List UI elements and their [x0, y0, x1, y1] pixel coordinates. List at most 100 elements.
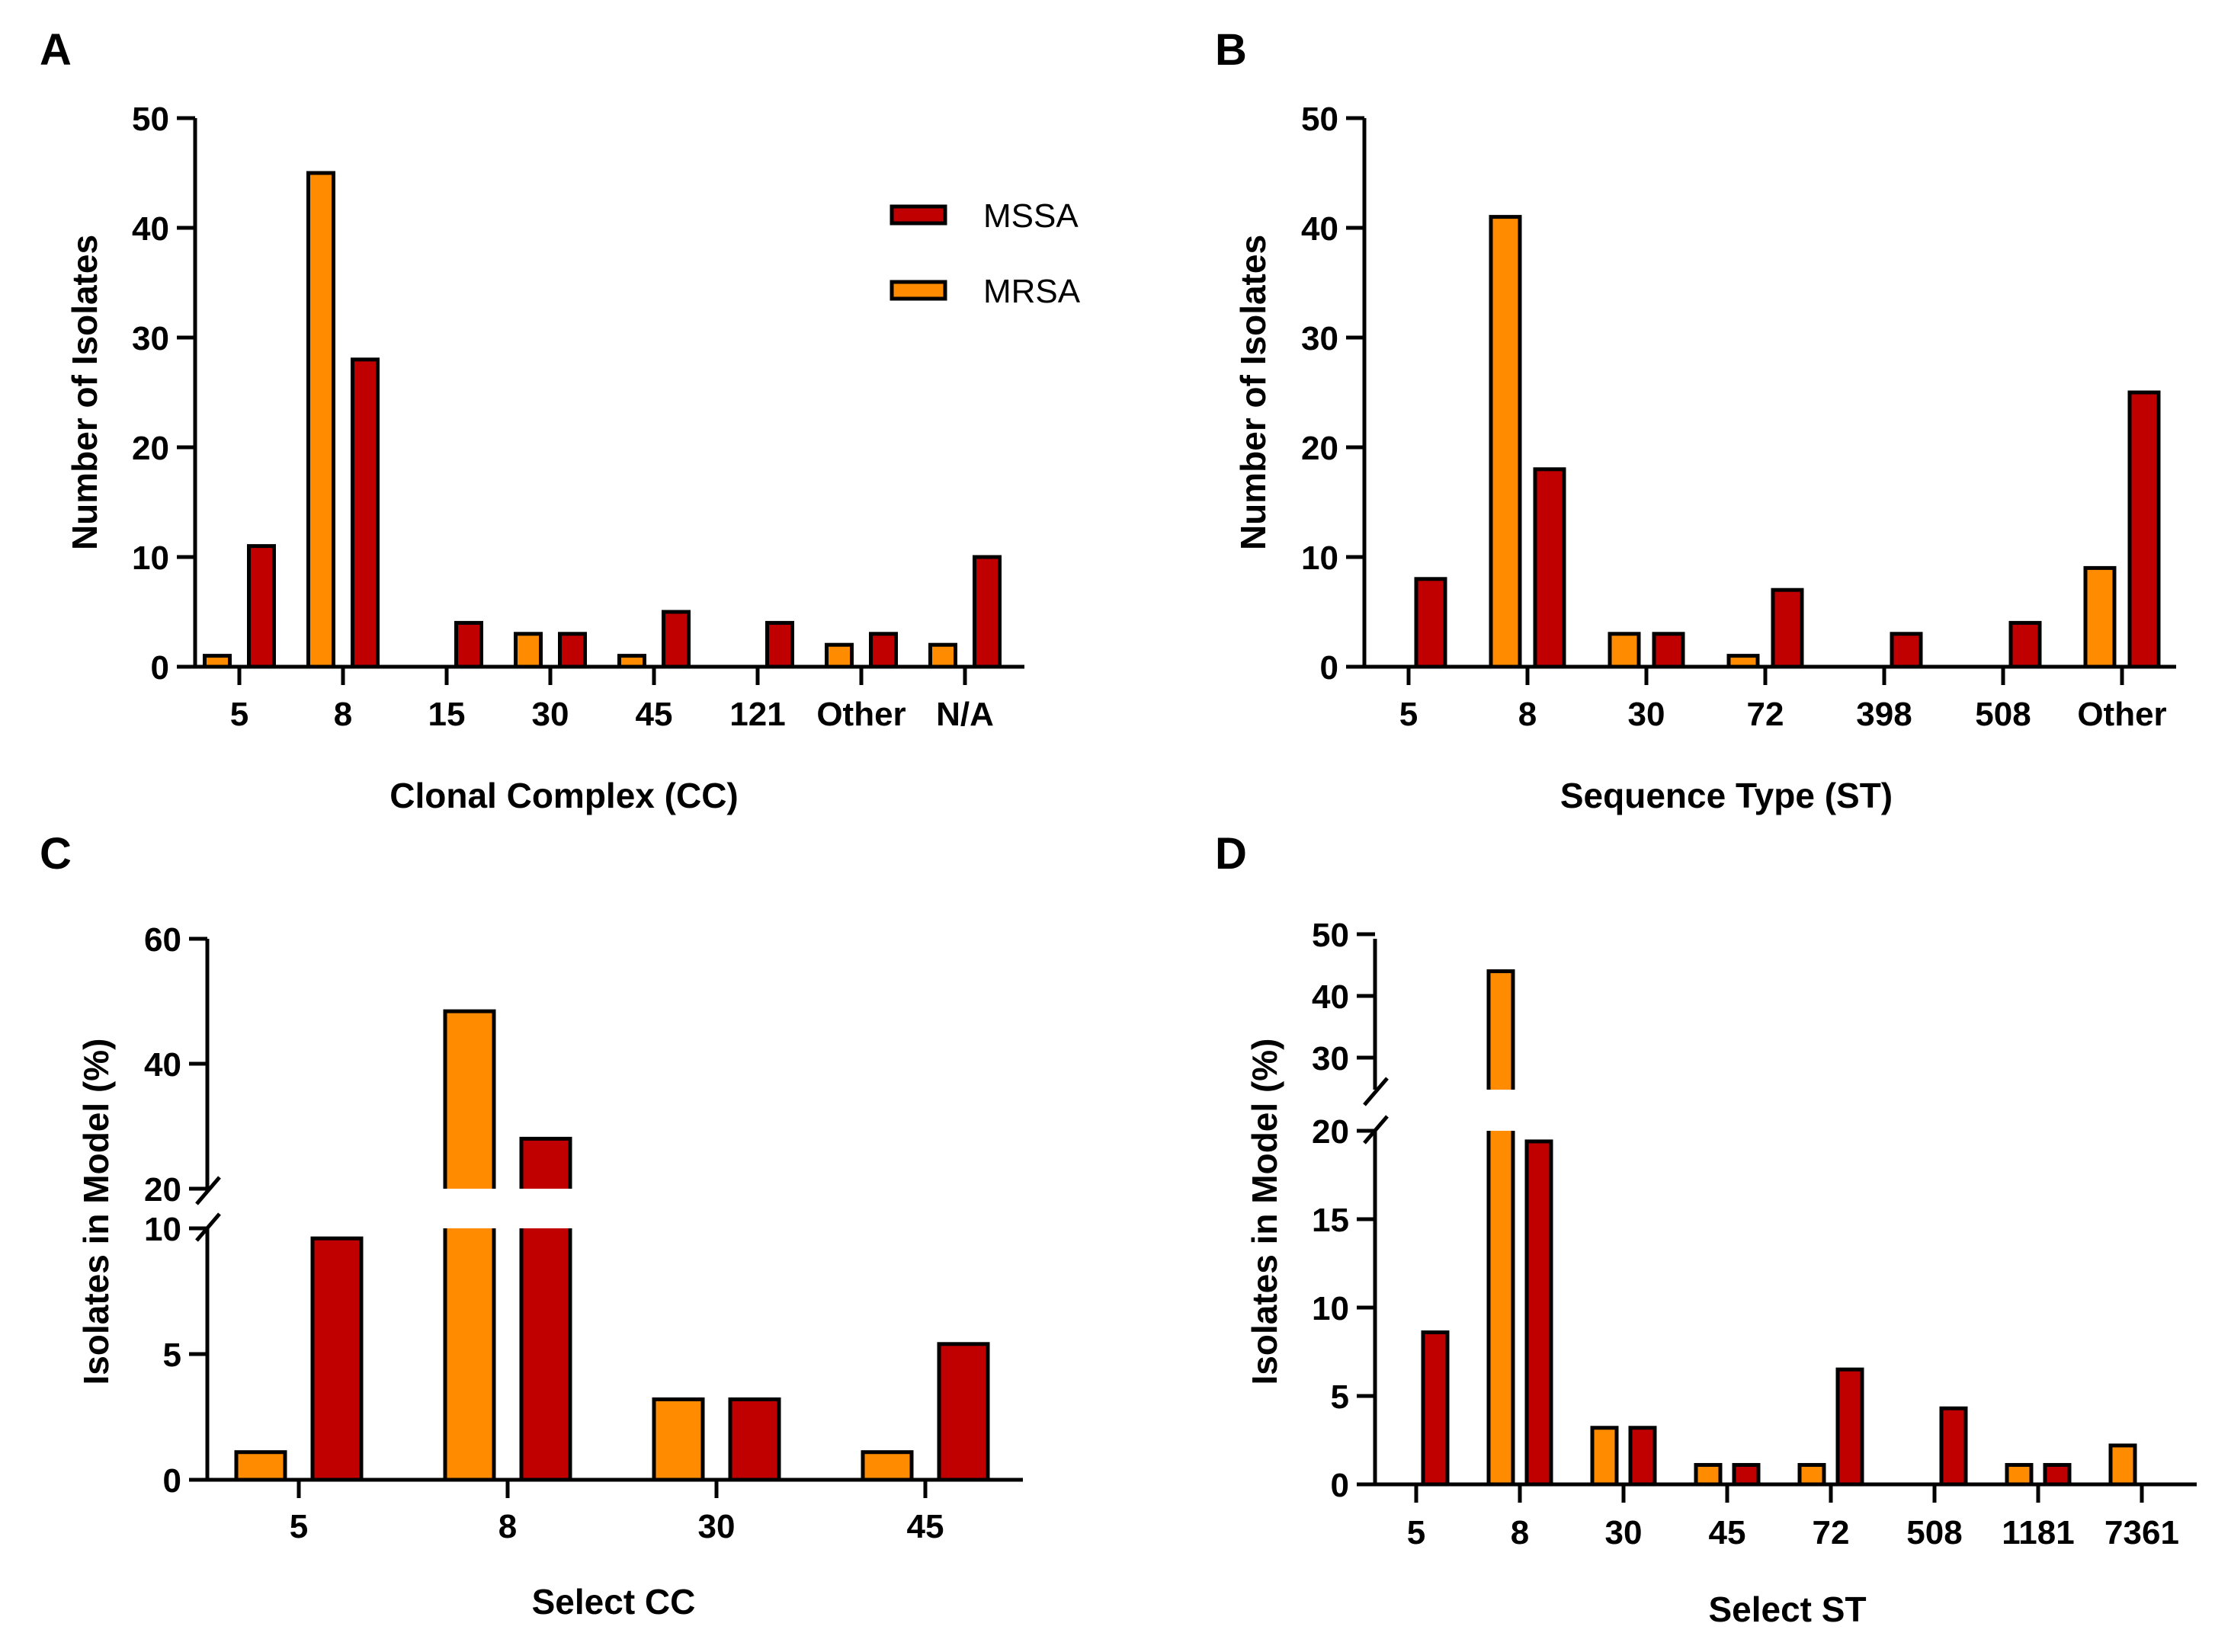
- panel-c-y-tick-label-5: 5: [163, 1337, 181, 1374]
- panel-a-y-tick-label-50: 50: [132, 101, 169, 138]
- panel-a-x-title: Clonal Complex (CC): [389, 776, 738, 815]
- panel-a-y-title: Number of Isolates: [65, 235, 104, 550]
- panel-d-x-tick-label-7361: 7361: [2104, 1514, 2179, 1551]
- panel-a-letter: A: [40, 25, 72, 75]
- panel-b-bar-mssa-other: [2127, 390, 2161, 669]
- panel-d-y-tick-label-20: 20: [1312, 1113, 1349, 1151]
- panel-a-bar-mrsa-8: [306, 171, 335, 669]
- panel-d-bar-mssa-508: [1939, 1406, 1968, 1487]
- panel-d-letter: D: [1215, 829, 1247, 879]
- panel-b-y-tick-label-10: 10: [1301, 539, 1338, 577]
- panel-d-bar-mrsa-1181: [2005, 1462, 2034, 1487]
- panel-d-y-tick-label-40: 40: [1312, 978, 1349, 1016]
- panel-b-letter: B: [1215, 25, 1247, 75]
- panel-a-bar-mssa-121: [765, 620, 794, 669]
- panel-b: B 5 8 30 72 398 508 Other 0 10 20 30 40 50 Number of…: [1215, 25, 2176, 815]
- panel-d-y-tick-label-10: 10: [1312, 1290, 1349, 1327]
- panel-a-x-tick-label-121: 121: [729, 696, 785, 733]
- panel-b-axes: [1362, 118, 2176, 669]
- panel-b-x-tick-label-72: 72: [1747, 696, 1784, 733]
- panel-b-x-tick-label-398: 398: [1856, 696, 1912, 733]
- panel-c-y-tick-label-0: 0: [163, 1462, 181, 1500]
- panel-c-bar-mrsa-45: [861, 1450, 914, 1482]
- panel-d-x-tick-label-508: 508: [1906, 1514, 1962, 1551]
- legend-label-mrsa: MRSA: [983, 273, 1081, 310]
- panel-d: D 5 8 30 45 72 508 1181 7361 0 5 10 15 20 30 40 50 Isol…: [1215, 829, 2203, 1629]
- panel-a-x-tick-label-5: 5: [230, 696, 248, 733]
- legend-swatch-mssa: [890, 204, 947, 226]
- panel-b-bar-mssa-30: [1652, 632, 1685, 669]
- panel-b-y-tick-label-50: 50: [1301, 101, 1338, 138]
- panel-d-bar-mrsa-72: [1797, 1462, 1826, 1487]
- legend-swatch-mrsa: [890, 280, 947, 301]
- panel-a-bar-mssa-15: [454, 620, 483, 669]
- panel-c-x-tick-label-8: 8: [498, 1508, 517, 1545]
- panel-c-break-marks: [195, 1176, 221, 1242]
- panel-c-y-tick-label-20: 20: [144, 1171, 181, 1209]
- panel-d-axes: [1373, 939, 2197, 1487]
- panel-a-y-tick-label-40: 40: [132, 210, 169, 248]
- panel-c-bar-mrsa-5: [234, 1450, 287, 1482]
- panel-a-y-tick-label-0: 0: [151, 649, 169, 687]
- panel-a-x-tick-label-other: Other: [816, 696, 906, 733]
- panel-a-bar-mrsa-30: [514, 632, 543, 669]
- panel-d-bar-mrsa-7361: [2108, 1443, 2137, 1487]
- panel-c-y-title: Isolates in Model (%): [76, 1039, 116, 1385]
- panel-d-x-tick-label-30: 30: [1605, 1514, 1643, 1551]
- panel-b-x-tick-label-5: 5: [1399, 696, 1418, 733]
- panel-c-bar-mssa-45: [937, 1342, 990, 1482]
- panel-d-bar-mssa-72: [1835, 1367, 1864, 1487]
- panel-d-break-gap: [1357, 1090, 2203, 1131]
- panel-a-ticks: 5 8 15 30 45 121 Other N/A 0 10 20 30 40 50: [132, 101, 994, 733]
- panel-a: A 5 8 15 30 45 121 Other N/A 0 10 20 30 40 50 Number …: [40, 25, 1081, 815]
- panel-a-bars: [203, 171, 1002, 669]
- panel-b-bar-mssa-398: [1890, 632, 1923, 669]
- panel-b-bar-mssa-72: [1771, 587, 1804, 669]
- panel-d-bars: [1421, 969, 2137, 1487]
- panel-b-bar-mrsa-other: [2083, 565, 2117, 669]
- panel-a-y-tick-label-10: 10: [132, 539, 169, 577]
- panel-c-y-tick-label-60: 60: [144, 921, 181, 959]
- panel-d-bar-mrsa-30: [1590, 1426, 1619, 1487]
- panel-b-x-tick-label-other: Other: [2077, 696, 2166, 733]
- panel-b-bar-mrsa-30: [1608, 632, 1641, 669]
- panel-b-bar-mssa-508: [2008, 620, 2042, 669]
- panel-d-y-tick-label-0: 0: [1331, 1467, 1349, 1504]
- panel-a-x-tick-label-8: 8: [334, 696, 352, 733]
- panel-a-bar-mssa-45: [662, 610, 691, 669]
- panel-d-x-tick-label-1181: 1181: [2002, 1514, 2074, 1551]
- panel-c-x-tick-label-45: 45: [907, 1508, 944, 1545]
- panel-d-x-tick-label-8: 8: [1511, 1514, 1529, 1551]
- panel-a-x-tick-label-45: 45: [636, 696, 673, 733]
- panel-c-bar-mssa-5: [310, 1236, 364, 1482]
- panel-d-x-tick-label-72: 72: [1813, 1514, 1850, 1551]
- panel-c-x-tick-label-30: 30: [698, 1508, 736, 1545]
- panel-d-bar-mssa-5: [1421, 1330, 1450, 1487]
- panel-d-bar-mssa-45: [1732, 1462, 1761, 1487]
- panel-a-x-tick-label-n-a: N/A: [936, 696, 994, 733]
- panel-c-bar-mrsa-8: [443, 1009, 496, 1482]
- panel-a-bar-mrsa-n-a: [928, 642, 957, 669]
- panel-d-y-tick-label-15: 15: [1312, 1202, 1349, 1239]
- panel-b-bar-mssa-5: [1414, 577, 1447, 669]
- panel-d-y-title: Isolates in Model (%): [1245, 1039, 1284, 1385]
- panel-d-x-tick-label-5: 5: [1407, 1514, 1425, 1551]
- panel-d-bar-mssa-30: [1628, 1426, 1657, 1487]
- panel-d-ticks: 5 8 30 45 72 508 1181 7361 0 5 10 15 20 30 40 50: [1312, 917, 2179, 1551]
- legend-label-mssa: MSSA: [983, 197, 1079, 235]
- panel-c-bars: [234, 1009, 990, 1482]
- panel-b-x-tick-label-8: 8: [1518, 696, 1537, 733]
- panel-a-bar-mssa-other: [869, 632, 898, 669]
- panel-c-x-title: Select CC: [532, 1582, 696, 1622]
- panel-c-break-gap: [183, 1189, 1037, 1228]
- panel-c-x-tick-label-5: 5: [290, 1508, 308, 1545]
- panel-b-bar-mrsa-8: [1489, 215, 1522, 669]
- panel-b-x-tick-label-30: 30: [1628, 696, 1665, 733]
- panel-d-bar-mssa-1181: [2043, 1462, 2072, 1487]
- panel-b-y-tick-label-30: 30: [1301, 320, 1338, 357]
- panel-c-bar-mssa-30: [728, 1397, 781, 1482]
- panel-d-x-tick-label-45: 45: [1709, 1514, 1746, 1551]
